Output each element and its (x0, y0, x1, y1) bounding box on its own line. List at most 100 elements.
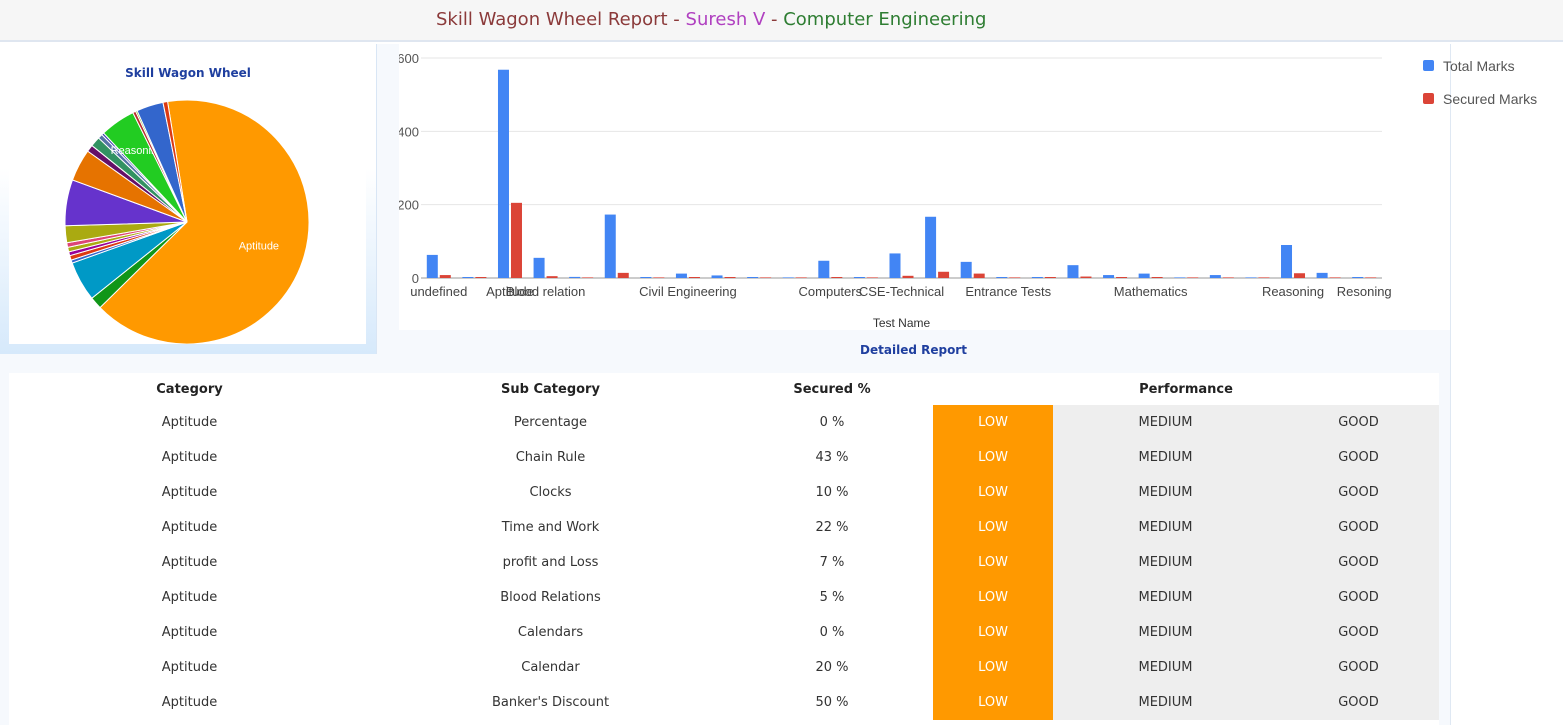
bar-secured-marks[interactable] (902, 275, 914, 278)
bar-total-marks[interactable] (640, 277, 652, 278)
table-row: Aptitude profit and Loss 7 % LOW MEDIUM GOOD (9, 545, 1439, 580)
chart-area (399, 44, 1450, 330)
cell-performance-good: GOOD (1278, 405, 1439, 440)
title-separator: - (667, 9, 686, 30)
bar-total-marks[interactable] (996, 277, 1008, 278)
header-subcategory: Sub Category (501, 381, 600, 397)
cell-performance-good: GOOD (1278, 685, 1439, 720)
bar-total-marks[interactable] (1245, 277, 1257, 278)
x-tick-label: Reasoning (1262, 284, 1324, 299)
bar-total-marks[interactable] (1138, 273, 1150, 278)
legend-label-secured-marks[interactable]: Secured Marks (1443, 91, 1537, 107)
cell-performance-good: GOOD (1278, 580, 1439, 615)
table-row: Aptitude Calendar 20 % LOW MEDIUM GOOD (9, 650, 1439, 685)
x-axis-title: Test Name (873, 316, 931, 330)
legend-label-total-marks[interactable]: Total Marks (1443, 58, 1515, 74)
cell-subcategory: Blood Relations (500, 590, 601, 605)
cell-performance-good: GOOD (1278, 440, 1439, 475)
detailed-report-title: Detailed Report (860, 343, 967, 357)
bar-secured-marks[interactable] (1116, 277, 1128, 278)
cell-subcategory: profit and Loss (502, 555, 599, 570)
bar-total-marks[interactable] (1352, 277, 1364, 278)
bar-secured-marks[interactable] (1329, 277, 1341, 278)
cell-subcategory: Percentage (513, 415, 588, 430)
cell-performance-medium: MEDIUM (1053, 580, 1278, 615)
bar-secured-marks[interactable] (617, 272, 629, 278)
bar-total-marks[interactable] (818, 260, 830, 278)
bar-total-marks[interactable] (925, 216, 937, 278)
bar-total-marks[interactable] (1209, 275, 1221, 278)
bar-secured-marks[interactable] (546, 276, 558, 278)
bar-total-marks[interactable] (1316, 272, 1328, 278)
bar-total-marks[interactable] (604, 214, 616, 278)
cell-performance-good: GOOD (1278, 475, 1439, 510)
x-tick-label: Resoning (1337, 284, 1392, 299)
cell-secured: 7 % (819, 555, 845, 570)
bar-secured-marks[interactable] (866, 277, 878, 278)
bar-secured-marks[interactable] (760, 277, 772, 278)
bar-total-marks[interactable] (711, 275, 723, 278)
bar-total-marks[interactable] (1281, 245, 1293, 278)
table-row: Aptitude Clocks 10 % LOW MEDIUM GOOD (9, 475, 1439, 510)
bar-secured-marks[interactable] (724, 277, 736, 278)
cell-performance-low: LOW (933, 440, 1053, 475)
cell-performance-low: LOW (933, 510, 1053, 545)
pie-slice[interactable] (99, 99, 310, 345)
bar-total-marks[interactable] (1031, 277, 1043, 278)
report-header: Skill Wagon Wheel Report - Suresh V - Co… (0, 0, 1563, 42)
cell-secured: 0 % (819, 625, 845, 640)
bar-secured-marks[interactable] (1187, 277, 1199, 278)
bar-secured-marks[interactable] (510, 202, 522, 278)
bar-total-marks[interactable] (462, 277, 474, 278)
bar-total-marks[interactable] (1103, 275, 1115, 278)
bar-total-marks[interactable] (533, 257, 545, 278)
cell-category: Aptitude (161, 590, 218, 605)
student-name: Suresh V (685, 9, 766, 30)
bar-secured-marks[interactable] (653, 277, 665, 278)
cell-category: Aptitude (161, 415, 218, 430)
bar-total-marks[interactable] (960, 261, 972, 278)
bar-total-marks[interactable] (569, 276, 581, 278)
bar-total-marks[interactable] (782, 277, 794, 278)
x-tick-label: Aptitude (486, 284, 534, 299)
bar-secured-marks[interactable] (1009, 277, 1021, 278)
bar-secured-marks[interactable] (1080, 276, 1092, 278)
pie-slice[interactable] (162, 100, 188, 223)
bar-secured-marks[interactable] (475, 277, 487, 278)
bar-secured-marks[interactable] (973, 273, 985, 278)
cell-secured: 10 % (815, 485, 849, 500)
x-tick-label: Entrance Tests (965, 284, 1051, 299)
y-tick-label: 200 (399, 198, 419, 213)
bar-total-marks[interactable] (426, 254, 438, 278)
bar-secured-marks[interactable] (795, 277, 807, 278)
bar-total-marks[interactable] (675, 273, 687, 278)
bar-secured-marks[interactable] (1258, 277, 1270, 278)
bar-secured-marks[interactable] (831, 277, 843, 278)
bar-total-marks[interactable] (747, 277, 759, 278)
bar-secured-marks[interactable] (1222, 277, 1234, 278)
bar-total-marks[interactable] (853, 277, 865, 278)
table-row: Aptitude Banker's Discount 50 % LOW MEDIUM GO… (9, 685, 1439, 720)
y-tick-label: 600 (399, 51, 419, 66)
bar-secured-marks[interactable] (1365, 277, 1377, 278)
bar-secured-marks[interactable] (582, 277, 594, 278)
bar-secured-marks[interactable] (1044, 277, 1056, 278)
bar-total-marks[interactable] (1067, 265, 1079, 278)
cell-subcategory: Chain Rule (515, 450, 586, 465)
x-tick-label: Mathematics (1114, 284, 1188, 299)
cell-category: Aptitude (161, 695, 218, 710)
bar-total-marks[interactable] (1174, 277, 1186, 278)
bar-secured-marks[interactable] (688, 277, 700, 278)
bar-secured-marks[interactable] (1151, 277, 1163, 278)
cell-performance-low: LOW (933, 650, 1053, 685)
bar-secured-marks[interactable] (938, 271, 950, 278)
bar-total-marks[interactable] (889, 253, 901, 278)
cell-category: Aptitude (161, 660, 218, 675)
cell-performance-medium: MEDIUM (1053, 650, 1278, 685)
table-body: Aptitude Percentage 0 % LOW MEDIUM GOOD Aptitu… (9, 405, 1439, 720)
bar-secured-marks[interactable] (439, 275, 451, 278)
bar-secured-marks[interactable] (1294, 273, 1306, 278)
bar-total-marks[interactable] (497, 69, 509, 278)
